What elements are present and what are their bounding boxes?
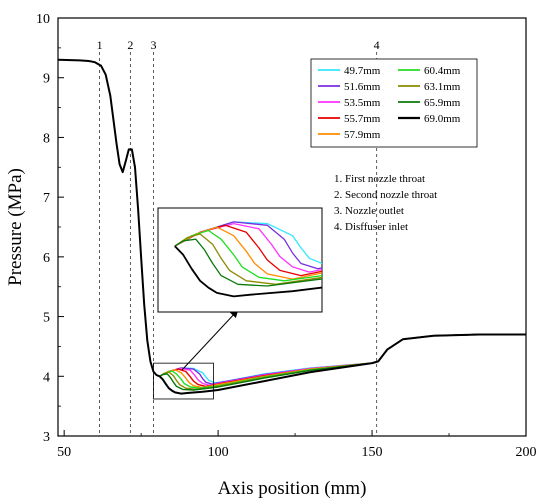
marker-label-1: 1 <box>97 38 103 52</box>
zoom-arrow <box>181 309 239 371</box>
marker-label-2: 2 <box>127 38 133 52</box>
inset-line-63-1mm <box>174 233 322 285</box>
y-tick-label-7: 7 <box>43 191 50 206</box>
legend-label-49-7mm: 49.7mm <box>344 65 381 77</box>
annotation-note-1: 1. First nozzle throat <box>334 173 425 185</box>
x-tick-label-50: 50 <box>57 445 71 460</box>
series-lines <box>158 333 526 395</box>
legend-label-63-1mm: 63.1mm <box>424 81 461 93</box>
legend-label-51-6mm: 51.6mm <box>344 81 381 93</box>
legend-label-69-0mm: 69.0mm <box>424 113 461 125</box>
y-tick-label-8: 8 <box>43 131 50 146</box>
y-tick-label-5: 5 <box>43 311 50 326</box>
legend-label-53-5mm: 53.5mm <box>344 97 381 109</box>
inset-plot <box>157 207 323 313</box>
y-tick-label-10: 10 <box>36 12 50 27</box>
inset-line-60-4mm <box>174 229 322 282</box>
base-curve-line <box>58 58 160 378</box>
marker-label-4: 4 <box>374 38 380 52</box>
inset-line-55-7mm <box>174 224 322 277</box>
legend-entries: 49.7mm 51.6mm 53.5mm 55.7mm 57.9mm 60.4mm 63.1… <box>318 65 461 141</box>
legend-label-60-4mm: 60.4mm <box>424 65 461 77</box>
inset-series-lines <box>174 221 322 298</box>
marker-label-3: 3 <box>150 38 156 52</box>
x-tick-label-100: 100 <box>208 445 229 460</box>
y-tick-label-4: 4 <box>43 370 50 385</box>
inset-line-57-9mm <box>174 226 322 280</box>
zoom-region-box <box>153 362 214 400</box>
series-line-69-0mm <box>158 333 526 395</box>
x-axis-ticks: 50 100 150 200 <box>57 430 537 460</box>
legend-label-65-9mm: 65.9mm <box>424 97 461 109</box>
inset-line-69-0mm <box>174 245 322 298</box>
x-tick-label-200: 200 <box>516 445 537 460</box>
x-tick-label-150: 150 <box>362 445 383 460</box>
inset-line-51-6mm <box>174 221 322 270</box>
annotation-note-3: 3. Nozzle outlet <box>334 205 404 217</box>
y-axis-ticks: 3 4 5 6 7 8 9 10 <box>36 12 64 445</box>
annotation-note-2: 2. Second nozzle throat <box>334 189 437 201</box>
y-tick-label-6: 6 <box>43 251 50 266</box>
y-tick-label-9: 9 <box>43 72 50 87</box>
inset-line-65-9mm <box>174 238 322 287</box>
y-tick-label-3: 3 <box>43 430 50 445</box>
inset-line-53-5mm <box>174 222 322 273</box>
legend-label-55-7mm: 55.7mm <box>344 113 381 125</box>
x-axis-title: Axis position (mm) <box>218 478 367 499</box>
legend-frame <box>310 58 478 148</box>
base-curve-group <box>58 58 160 378</box>
inset-line-49-7mm <box>174 221 322 265</box>
y-axis-title: Pressure (MPa) <box>5 168 26 286</box>
legend: 49.7mm 51.6mm 53.5mm 55.7mm 57.9mm 60.4mm 63.1… <box>310 58 478 148</box>
annotation-notes: 1. First nozzle throat 2. Second nozzle t… <box>334 173 437 233</box>
legend-label-57-9mm: 57.9mm <box>344 129 381 141</box>
annotation-note-4: 4. Disffuser inlet <box>334 221 408 233</box>
